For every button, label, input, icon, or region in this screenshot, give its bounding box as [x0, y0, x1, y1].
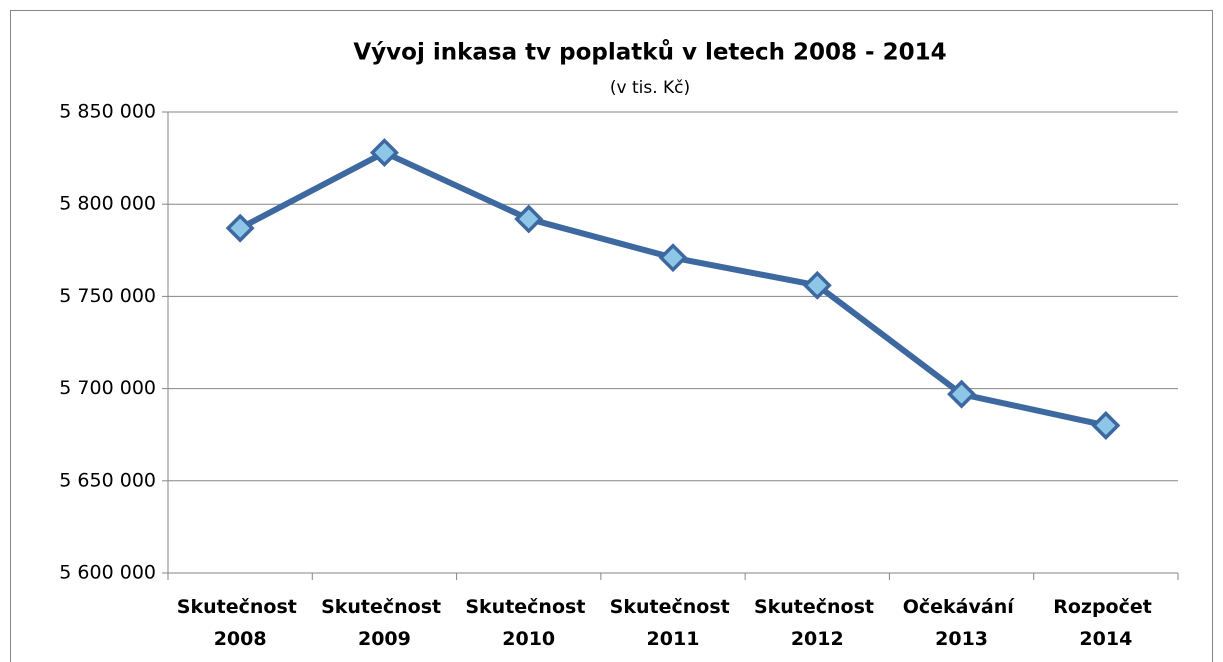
point-marker: [225, 213, 255, 243]
point-marker: [369, 138, 399, 168]
point-marker: [514, 204, 544, 234]
x-tick-label: Skutečnost 2012: [754, 596, 881, 650]
chart-subtitle: (v tis. Kč): [610, 78, 690, 98]
x-tick-label: Skutečnost 2009: [321, 596, 448, 650]
x-tick-label: Očekávání 2013: [903, 596, 1021, 650]
x-tick-label: Skutečnost 2010: [465, 596, 592, 650]
point-marker: [802, 270, 832, 300]
x-tick-label: Rozpočet 2014: [1053, 596, 1158, 650]
chart-title: Vývoj inkasa tv poplatků v letech 2008 -…: [353, 39, 946, 66]
y-tick-label: 5 850 000: [59, 101, 156, 123]
x-tick-label: Skutečnost 2011: [610, 596, 737, 650]
y-tick-label: 5 650 000: [59, 469, 156, 491]
chart-border: [10, 10, 1213, 662]
point-marker: [658, 243, 688, 273]
y-tick-label: 5 600 000: [59, 562, 156, 584]
y-tick-label: 5 800 000: [59, 193, 156, 215]
point-marker: [947, 379, 977, 409]
y-tick-label: 5 750 000: [59, 285, 156, 307]
x-tick-label: Skutečnost 2008: [177, 596, 304, 650]
y-tick-label: 5 700 000: [59, 377, 156, 399]
point-marker: [1091, 411, 1121, 440]
